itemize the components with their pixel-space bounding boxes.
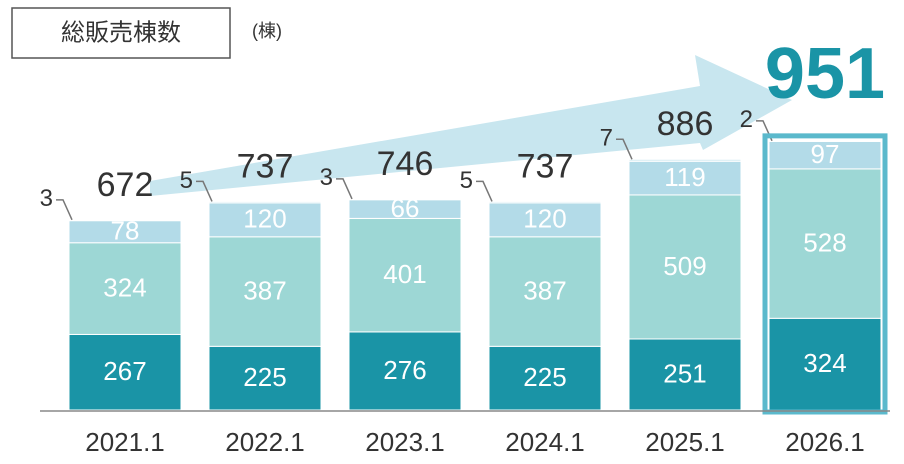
callout-line: [336, 178, 353, 200]
bar-segment: [208, 202, 322, 238]
bar-segment: [628, 194, 742, 340]
bar-segment: [628, 158, 742, 162]
growth-arrow: [150, 55, 792, 196]
x-tick-label: 2023.1: [365, 427, 445, 457]
total-label: 672: [97, 166, 154, 204]
total-label: 737: [517, 147, 574, 185]
chart-title: 総販売棟数: [61, 19, 181, 46]
segment-label: 324: [803, 348, 846, 378]
segment-label: 251: [663, 358, 706, 388]
bar-segment: [768, 168, 882, 319]
segment-label: 267: [103, 356, 146, 386]
bar-segment: [68, 242, 182, 335]
segment-label: 120: [523, 204, 566, 234]
x-tick-label: 2024.1: [505, 427, 585, 457]
segment-label: 387: [243, 275, 286, 305]
callout-line: [56, 199, 73, 221]
bar-segment: [768, 317, 882, 411]
callout-line: [196, 180, 213, 202]
segment-label: 401: [383, 259, 426, 289]
bar-segment: [628, 160, 742, 196]
bar-segment: [768, 140, 882, 142]
segment-label: 66: [391, 193, 420, 223]
callout-line: [476, 180, 493, 202]
callout-label: 7: [600, 125, 613, 152]
bar-segment: [348, 331, 462, 411]
segment-label: 324: [103, 272, 146, 302]
highlight-frame: [762, 133, 888, 415]
segment-label: 528: [803, 227, 846, 257]
x-tick-label: 2021.1: [85, 427, 165, 457]
bar-segment: [488, 345, 602, 411]
x-tick-label: 2022.1: [225, 427, 305, 457]
segment-label: 225: [523, 362, 566, 392]
x-tick-label: 2025.1: [645, 427, 725, 457]
bar-segment: [488, 200, 602, 204]
segment-label: 119: [664, 162, 705, 192]
total-label: 737: [237, 147, 294, 185]
bar-segment: [208, 345, 322, 411]
x-tick-label: 2026.1: [785, 427, 865, 457]
title-box: [11, 7, 231, 59]
bar-segment: [208, 200, 322, 204]
segment-label: 387: [523, 275, 566, 305]
segment-label: 276: [383, 355, 426, 385]
segment-label: 509: [663, 251, 706, 281]
bar-segment: [488, 236, 602, 347]
callout-label: 2: [740, 106, 753, 133]
callout-label: 3: [40, 185, 53, 212]
bar-segment: [348, 198, 462, 201]
bar-segment: [68, 219, 182, 222]
bar-segment: [768, 140, 882, 170]
total-label: 886: [657, 105, 714, 143]
callout-line: [616, 138, 633, 160]
segment-label: 225: [243, 362, 286, 392]
bar-segment: [348, 217, 462, 333]
unit-label: (棟): [252, 21, 282, 41]
total-label: 951: [765, 34, 885, 114]
bar-segment: [68, 333, 182, 411]
callout-label: 5: [460, 167, 473, 194]
bar-segment: [628, 338, 742, 411]
bar-segment: [208, 236, 322, 347]
segment-label: 120: [243, 204, 286, 234]
callout-label: 3: [320, 164, 333, 191]
total-label: 746: [377, 145, 434, 183]
callout-label: 5: [180, 167, 193, 194]
segment-label: 97: [811, 139, 840, 169]
